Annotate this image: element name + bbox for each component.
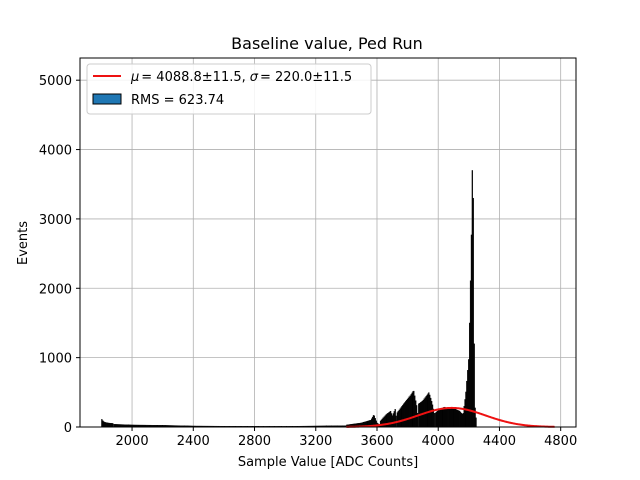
- histogram-bar: [475, 417, 477, 428]
- y-tick-label: 4000: [39, 144, 72, 159]
- x-tick-label: 3200: [299, 434, 332, 449]
- legend-hist-label: RMS = 623.74: [131, 93, 224, 108]
- gaussian-fit-curve: [346, 406, 555, 428]
- y-axis-label: Events: [16, 221, 31, 265]
- x-tick-label: 3600: [360, 434, 393, 449]
- legend-sigma-symbol: σ: [250, 70, 259, 85]
- x-tick-label: 4400: [483, 434, 516, 449]
- legend-mu-symbol: μ: [130, 70, 139, 85]
- x-tick-label: 4800: [544, 434, 577, 449]
- x-tick-label: 2000: [116, 434, 149, 449]
- chart-title: Baseline value, Ped Run: [231, 34, 423, 53]
- legend-hist-swatch: [92, 93, 122, 105]
- y-tick-label: 3000: [39, 213, 72, 228]
- y-tick-label: 1000: [39, 352, 72, 367]
- histogram: [101, 170, 477, 428]
- plot-area: 2000 2400 2800 3200 3600 4000 4400 4800 0 1000 200…: [39, 57, 577, 449]
- x-tick-label: 2400: [177, 434, 210, 449]
- y-tick-label: 0: [64, 421, 72, 436]
- legend-sigma-value: = 220.0±11.5: [260, 70, 352, 85]
- x-axis-label: Sample Value [ADC Counts]: [238, 455, 418, 470]
- x-tick-label: 2800: [238, 434, 271, 449]
- legend: μ = 4088.8±11.5, σ = 220.0±11.5 RMS = 623.7…: [86, 63, 372, 115]
- histogram-bar: [112, 423, 114, 428]
- axes-frame: [79, 57, 577, 428]
- legend-fit-label: μ = 4088.8±11.5, σ = 220.0±11.5: [130, 70, 352, 85]
- axis-ticks: 2000 2400 2800 3200 3600 4000 4400 4800 0 1000 200…: [39, 74, 577, 449]
- legend-box: [86, 63, 372, 115]
- x-tick-label: 4000: [422, 434, 455, 449]
- y-tick-label: 5000: [39, 74, 72, 89]
- legend-mu-value: = 4088.8±11.5,: [141, 70, 245, 85]
- y-tick-label: 2000: [39, 282, 72, 297]
- histogram-bar: [433, 412, 436, 428]
